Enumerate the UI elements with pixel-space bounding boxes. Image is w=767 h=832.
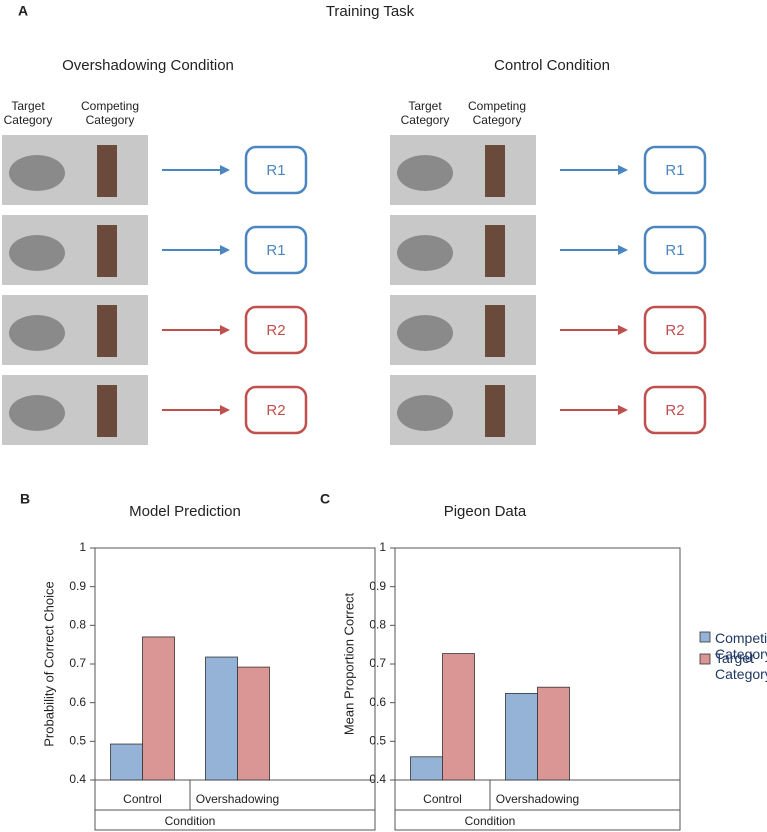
arrow-head (220, 405, 230, 415)
response-box (244, 385, 308, 435)
competing-object (97, 385, 117, 437)
column-header: Target (11, 99, 45, 113)
response-label: R1 (665, 162, 684, 179)
title: Training Task (326, 3, 415, 20)
y-tick-label: 0.5 (69, 734, 86, 748)
competing-object (485, 305, 505, 357)
target-object (397, 315, 453, 351)
column-header: Competing (468, 99, 526, 113)
column-header: Competing (81, 99, 139, 113)
bar (537, 686, 570, 781)
bar (110, 743, 143, 781)
y-tick-label: 0.9 (369, 579, 386, 593)
competing-object (485, 385, 505, 437)
competing-object (485, 225, 505, 277)
competing-object (97, 305, 117, 357)
response-box (643, 145, 707, 195)
response-box (643, 225, 707, 275)
arrow-head (618, 405, 628, 415)
response-box (244, 145, 308, 195)
panel-label: C (320, 491, 330, 507)
condition-title: Overshadowing Condition (62, 57, 234, 74)
y-tick-label: 0.4 (369, 772, 386, 786)
chart-title: Model Prediction (129, 503, 241, 520)
y-tick-label: 1 (379, 540, 386, 554)
arrow-head (618, 245, 628, 255)
bar (505, 692, 538, 781)
target-object (9, 235, 65, 271)
arrow-head (220, 165, 230, 175)
y-axis-label: Probability of Correct Choice (41, 581, 56, 746)
bar (205, 656, 238, 781)
y-tick-label: 1 (79, 540, 86, 554)
column-header: Category (4, 113, 53, 127)
response-box (244, 305, 308, 355)
legend-label: Target Category (715, 650, 767, 682)
bar (142, 636, 175, 781)
bar (237, 666, 270, 781)
y-tick-label: 0.7 (69, 656, 86, 670)
x-tick-label: Control (123, 792, 162, 806)
y-tick-label: 0.8 (369, 618, 386, 632)
column-header: Category (86, 113, 135, 127)
arrow-head (220, 245, 230, 255)
column-header: Target (408, 99, 442, 113)
panel-label: A (18, 3, 28, 19)
chart-frame (94, 547, 376, 831)
competing-object (485, 145, 505, 197)
column-header: Category (473, 113, 522, 127)
response-label: R1 (665, 242, 684, 259)
y-tick-label: 0.6 (369, 695, 386, 709)
bar (410, 756, 443, 781)
x-tick-label: Overshadowing (496, 792, 579, 806)
target-object (397, 395, 453, 431)
y-tick-label: 0.9 (69, 579, 86, 593)
column-header: Category (401, 113, 450, 127)
target-object (9, 155, 65, 191)
y-tick-label: 0.8 (69, 618, 86, 632)
response-box (643, 385, 707, 435)
chart-title: Pigeon Data (444, 503, 527, 520)
x-axis-label: Condition (465, 814, 516, 828)
target-object (9, 315, 65, 351)
response-label: R2 (266, 322, 285, 339)
arrow-head (618, 325, 628, 335)
legend-swatch (699, 653, 711, 665)
response-label: R2 (665, 322, 684, 339)
response-label: R2 (266, 402, 285, 419)
y-tick-label: 0.5 (369, 734, 386, 748)
target-object (9, 395, 65, 431)
x-tick-label: Overshadowing (196, 792, 279, 806)
response-label: R2 (665, 402, 684, 419)
response-label: R1 (266, 242, 285, 259)
target-object (397, 235, 453, 271)
arrow-head (220, 325, 230, 335)
panel-label: B (20, 491, 30, 507)
legend-label: Competing Category (715, 630, 767, 662)
response-label: R1 (266, 162, 285, 179)
competing-object (97, 225, 117, 277)
y-tick-label: 0.4 (69, 772, 86, 786)
y-tick-label: 0.7 (369, 656, 386, 670)
arrow-head (618, 165, 628, 175)
response-box (643, 305, 707, 355)
chart-frame (394, 547, 681, 831)
condition-title: Control Condition (494, 57, 610, 74)
bar (442, 653, 475, 781)
y-tick-label: 0.6 (69, 695, 86, 709)
x-axis-label: Condition (165, 814, 216, 828)
y-axis-label: Mean Proportion Correct (341, 592, 356, 735)
competing-object (97, 145, 117, 197)
legend-swatch (699, 631, 711, 643)
x-tick-label: Control (423, 792, 462, 806)
target-object (397, 155, 453, 191)
response-box (244, 225, 308, 275)
